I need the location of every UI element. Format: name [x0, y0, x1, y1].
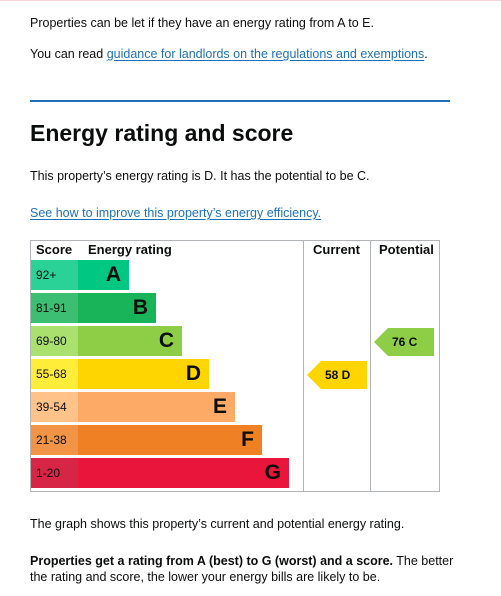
band-score-b: 81-91 — [31, 293, 78, 323]
guidance-suffix: . — [424, 47, 428, 61]
band-bar-g: G — [78, 458, 289, 488]
band-letter-a: A — [105, 263, 121, 286]
potential-rating-arrow: 76 C — [374, 328, 434, 356]
letting-rule-text: Properties can be let if they have an en… — [30, 16, 374, 30]
band-letter-c: C — [158, 329, 174, 352]
band-score-a: 92+ — [31, 260, 78, 290]
header-score: Score — [36, 242, 73, 257]
rating-sentence: This property’s energy rating is D. It h… — [30, 169, 370, 183]
band-bar-e: E — [78, 392, 235, 422]
header-potential: Potential — [379, 242, 434, 257]
current-rating-arrow: 58 D — [307, 361, 367, 389]
band-bar-d: D — [78, 359, 209, 389]
section-title: Energy rating and score — [30, 120, 294, 146]
top-border — [0, 0, 501, 1]
guidance-paragraph: You can read guidance for landlords on t… — [30, 46, 428, 62]
band-bar-f: F — [78, 425, 262, 455]
energy-rating-chart: Score Energy rating Current Potential 92… — [30, 240, 440, 492]
potential-column-divider — [370, 241, 371, 492]
current-column-divider — [303, 241, 304, 492]
section-divider — [30, 100, 450, 102]
band-letter-e: E — [212, 395, 227, 418]
band-score-f: 21-38 — [31, 425, 78, 455]
band-bar-a: A — [78, 260, 129, 290]
header-energy-rating: Energy rating — [88, 242, 172, 257]
band-score-g: 1-20 — [31, 458, 78, 488]
band-score-c: 69-80 — [31, 326, 78, 356]
band-score-d: 55-68 — [31, 359, 78, 389]
band-letter-b: B — [132, 296, 148, 319]
graph-description: The graph shows this property’s current … — [30, 517, 405, 531]
guidance-prefix: You can read — [30, 47, 107, 61]
band-letter-g: G — [264, 461, 281, 484]
rating-explanation-rest: The better the rating and score, the low… — [30, 554, 454, 584]
header-current: Current — [313, 242, 360, 257]
band-bar-c: C — [78, 326, 182, 356]
band-bar-b: B — [78, 293, 156, 323]
band-letter-f: F — [241, 428, 254, 451]
band-score-e: 39-54 — [31, 392, 78, 422]
rating-explanation-bold: Properties get a rating from A (best) to… — [30, 554, 394, 568]
improve-efficiency-link[interactable]: See how to improve this property’s energ… — [30, 206, 322, 220]
guidance-link[interactable]: guidance for landlords on the regulation… — [106, 47, 425, 61]
rating-explanation: Properties get a rating from A (best) to… — [30, 553, 470, 585]
improve-paragraph: See how to improve this property’s energ… — [30, 205, 321, 221]
band-letter-d: D — [185, 362, 201, 385]
